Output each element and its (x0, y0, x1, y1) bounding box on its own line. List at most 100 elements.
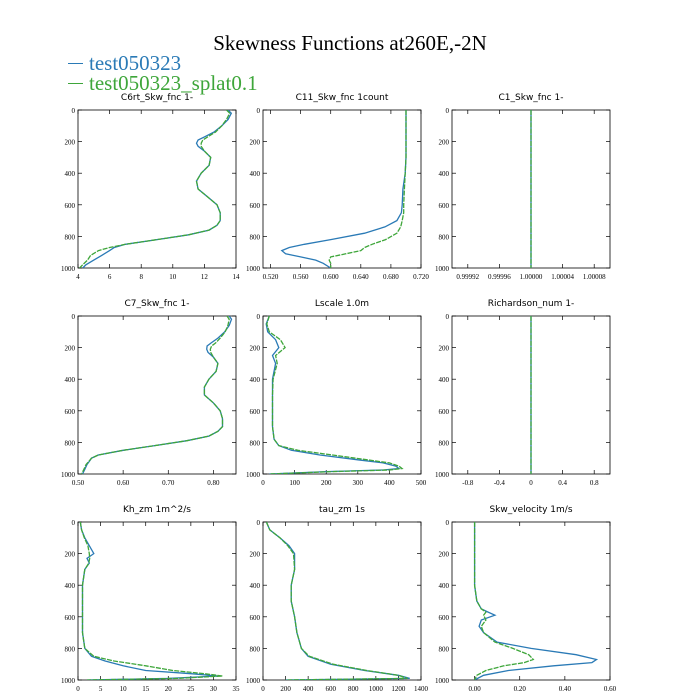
y-tick-label: 0 (446, 313, 450, 321)
x-tick-label: 30 (210, 685, 218, 693)
x-tick-label: 12 (201, 273, 209, 281)
y-tick-label: 0 (257, 519, 261, 527)
x-tick-label: 8 (139, 273, 143, 281)
plot-frame (77, 521, 237, 681)
y-tick-label: 200 (65, 551, 76, 559)
series-line (81, 316, 230, 474)
series-line (265, 522, 408, 680)
panel-title: Richardson_num 1- (488, 299, 575, 309)
series-line (473, 522, 535, 680)
plot-frame (262, 315, 422, 475)
plot-frame (262, 521, 422, 681)
plot-frame (77, 109, 237, 269)
y-tick-label: 0 (72, 519, 76, 527)
x-tick-label: 0.80 (207, 479, 220, 487)
x-tick-label: 0.40 (559, 685, 572, 693)
x-tick-label: -0.4 (494, 479, 506, 487)
series-line (265, 316, 401, 474)
x-tick-label: 0.520 (263, 273, 279, 281)
x-tick-label: 0.8 (590, 479, 599, 487)
series-line (473, 522, 599, 680)
y-tick-label: 400 (439, 376, 450, 384)
x-tick-label: 6 (108, 273, 112, 281)
figure-title: Skewness Functions at260E,-2N (213, 31, 487, 55)
x-tick-label: 400 (384, 479, 395, 487)
plot-frame (451, 521, 611, 681)
x-tick-label: 800 (348, 685, 359, 693)
x-tick-label: 35 (233, 685, 241, 693)
legend-swatch-b (68, 82, 83, 84)
x-tick-label: 0.70 (162, 479, 175, 487)
y-tick-label: 600 (65, 408, 76, 416)
y-tick-label: 600 (65, 202, 76, 210)
panel-title: C11_Skw_fnc 1count (296, 93, 389, 103)
series-line (266, 316, 404, 474)
panel-title: C1_Skw_fnc 1- (499, 93, 564, 103)
series-line (79, 522, 223, 680)
x-tick-label: 0.4 (558, 479, 567, 487)
y-tick-label: 0 (257, 313, 261, 321)
y-tick-label: 400 (250, 376, 261, 384)
panel-title: tau_zm 1s (319, 505, 365, 515)
x-tick-label: 300 (353, 479, 364, 487)
series-line (280, 110, 407, 268)
x-tick-label: 14 (233, 273, 241, 281)
x-tick-label: 1.00004 (551, 273, 574, 281)
legend-entry: test050323 (68, 52, 181, 74)
y-tick-label: 400 (65, 170, 76, 178)
x-tick-label: 0 (261, 685, 265, 693)
legend-swatch-a (68, 62, 83, 64)
x-tick-label: 5 (99, 685, 103, 693)
y-tick-label: 200 (439, 551, 450, 559)
panel-title: Skw_velocity 1m/s (489, 505, 572, 515)
y-tick-label: 600 (250, 614, 261, 622)
x-tick-label: 1.00000 (520, 273, 543, 281)
x-tick-label: 0.600 (323, 273, 339, 281)
legend-entry: test050323_splat0.1 (68, 72, 258, 94)
y-tick-label: 0 (257, 107, 261, 115)
y-tick-label: 200 (250, 345, 261, 353)
x-tick-label: 4 (76, 273, 80, 281)
x-tick-label: 0 (529, 479, 533, 487)
y-tick-label: 0 (446, 519, 450, 527)
y-tick-label: 800 (250, 439, 261, 447)
series-line (79, 522, 218, 680)
y-tick-label: 200 (65, 139, 76, 147)
legend-label-a: test050323 (89, 51, 182, 75)
y-tick-label: 200 (439, 345, 450, 353)
y-tick-label: 600 (439, 202, 450, 210)
y-tick-label: 400 (250, 170, 261, 178)
y-tick-label: 1000 (435, 265, 450, 273)
chart-panel: C11_Skw_fnc 1count 0 200 400 600 800 10000.520… (246, 93, 429, 281)
y-tick-label: 800 (439, 645, 450, 653)
x-tick-label: 200 (280, 685, 291, 693)
y-tick-label: 800 (65, 439, 76, 447)
series-line (328, 110, 407, 268)
y-tick-label: 800 (65, 233, 76, 241)
x-tick-label: 15 (142, 685, 150, 693)
x-tick-label: 0.680 (383, 273, 399, 281)
x-tick-label: 10 (169, 273, 177, 281)
y-tick-label: 600 (439, 408, 450, 416)
y-tick-label: 600 (439, 614, 450, 622)
panel-title: C7_Skw_fnc 1- (125, 299, 190, 309)
x-tick-label: 0 (76, 685, 80, 693)
y-tick-label: 800 (65, 645, 76, 653)
x-tick-label: 600 (325, 685, 336, 693)
panel-title: Lscale 1.0m (315, 299, 369, 309)
plot-frame (262, 109, 422, 269)
y-tick-label: 600 (250, 408, 261, 416)
y-tick-label: 200 (439, 139, 450, 147)
y-tick-label: 400 (65, 582, 76, 590)
x-tick-label: 1200 (391, 685, 406, 693)
x-tick-label: 0.720 (413, 273, 429, 281)
panel-title: Kh_zm 1m^2/s (123, 505, 191, 515)
plot-frame (77, 315, 237, 475)
y-tick-label: 1000 (61, 471, 76, 479)
y-tick-label: 600 (250, 202, 261, 210)
y-tick-label: 1000 (61, 265, 76, 273)
